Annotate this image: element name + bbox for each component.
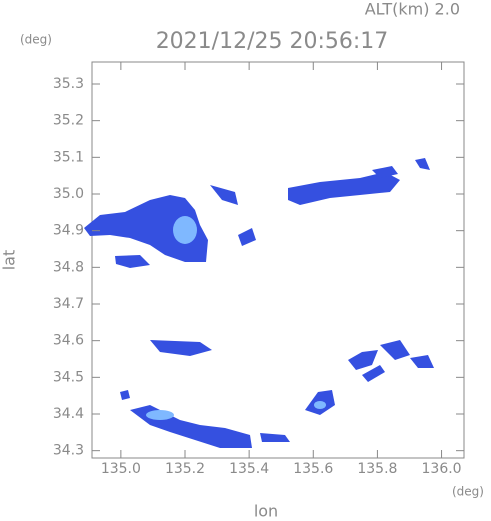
x-tick-label: 135.2 (165, 461, 205, 477)
plot-frame (91, 61, 465, 459)
x-tick-label: 136.0 (422, 461, 462, 477)
y-unit: (deg) (20, 33, 52, 47)
axes (92, 62, 464, 458)
y-axis-label: lat (0, 250, 19, 271)
echo (288, 172, 400, 205)
y-tick-label: 34.7 (53, 296, 84, 312)
echo (210, 185, 238, 205)
echo (415, 158, 430, 170)
echo (348, 350, 378, 370)
x-tick-label: 135.0 (101, 461, 141, 477)
y-tick-label: 35.0 (53, 186, 84, 202)
y-tick-label: 34.3 (53, 443, 84, 459)
y-tick-label: 35.1 (53, 149, 84, 165)
echo-core (146, 410, 174, 420)
echoes (84, 158, 434, 448)
x-unit: (deg) (452, 485, 484, 499)
echo (410, 355, 434, 368)
echo-cores (146, 216, 326, 420)
echo-core (314, 401, 326, 409)
echo (380, 340, 410, 360)
x-tick-label: 135.8 (357, 461, 397, 477)
y-tick-label: 34.4 (53, 406, 84, 422)
echo (120, 390, 130, 400)
echo-core (173, 216, 197, 244)
subtitle: ALT(km) 2.0 (365, 0, 460, 19)
chart-title: 2021/12/25 20:56:17 (156, 29, 389, 54)
echo (260, 433, 290, 442)
y-tick-label: 35.3 (53, 76, 84, 92)
echo (84, 195, 208, 262)
y-tick-label: 34.6 (53, 333, 84, 349)
y-tick-label: 34.8 (53, 259, 84, 275)
echo (238, 228, 256, 246)
y-tick-label: 34.9 (53, 223, 84, 239)
echo (115, 255, 150, 268)
x-axis-label: lon (254, 502, 278, 521)
echo (362, 365, 385, 382)
x-tick-label: 135.6 (293, 461, 333, 477)
x-tick-label: 135.4 (229, 461, 269, 477)
y-tick-label: 34.5 (53, 369, 84, 385)
echo (130, 405, 252, 448)
echo (150, 340, 212, 356)
y-tick-label: 35.2 (53, 113, 84, 129)
echo (372, 166, 398, 178)
